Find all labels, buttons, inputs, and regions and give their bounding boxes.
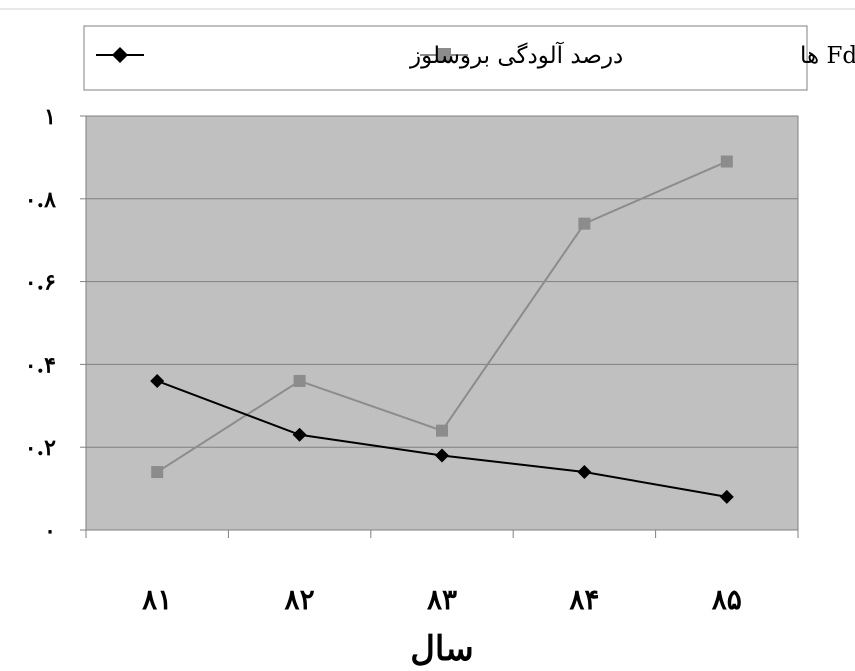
data-point-diamond (435, 448, 449, 463)
x-tick-label: ۸۱ (142, 583, 172, 616)
y-tick-label: ۰.۲ (25, 435, 56, 461)
data-point-square (293, 374, 306, 387)
x-tick-label: ۸۵ (712, 583, 742, 616)
y-axis-ticks: ۰ ۰.۲ ۰.۴ ۰.۶ ۰.۸ ۱ (25, 104, 86, 544)
gridlines (86, 198, 798, 448)
x-tick-label: ۸۳ (427, 583, 457, 616)
data-point-square (436, 424, 448, 437)
legend-label-series-2: درصد آلودگی بروسلوز (409, 41, 623, 69)
legend-item-series-2: درصد آلودگی بروسلوز (96, 41, 623, 69)
y-tick-label: ۰.۸ (25, 187, 56, 213)
y-tick-label: ۰ (44, 518, 56, 544)
data-point-square (720, 155, 733, 168)
legend-marker-square (437, 48, 451, 62)
x-tick-label: ۸۲ (285, 583, 315, 616)
data-point-diamond (719, 489, 734, 504)
data-point-diamond (150, 373, 165, 388)
y-tick-label: ۱ (44, 104, 56, 130)
series-1 (151, 155, 733, 479)
y-tick-label: ۰.۶ (25, 270, 56, 296)
y-tick-label: ۰.۴ (25, 352, 56, 378)
data-point-square (578, 217, 591, 230)
legend-label-series-1: نسبت FdRB۵۱ به کل Fd ها (800, 43, 855, 69)
legend: نسبت FdRB۵۱ به کل Fd ها درصد آلودگی بروس… (83, 25, 855, 91)
x-tick-label: ۸۴ (569, 583, 599, 616)
series-layer (150, 155, 734, 504)
legend-marker-diamond (112, 47, 128, 63)
legend-item-series-1: نسبت FdRB۵۱ به کل Fd ها (420, 43, 855, 69)
data-point-diamond (292, 427, 307, 442)
data-point-square (151, 466, 164, 479)
series-2 (150, 373, 734, 504)
x-axis-title: سال (410, 629, 474, 669)
data-point-diamond (577, 465, 592, 480)
x-axis-ticks: ۸۱ ۸۲ ۸۳ ۸۴ ۸۵ (85, 530, 799, 616)
